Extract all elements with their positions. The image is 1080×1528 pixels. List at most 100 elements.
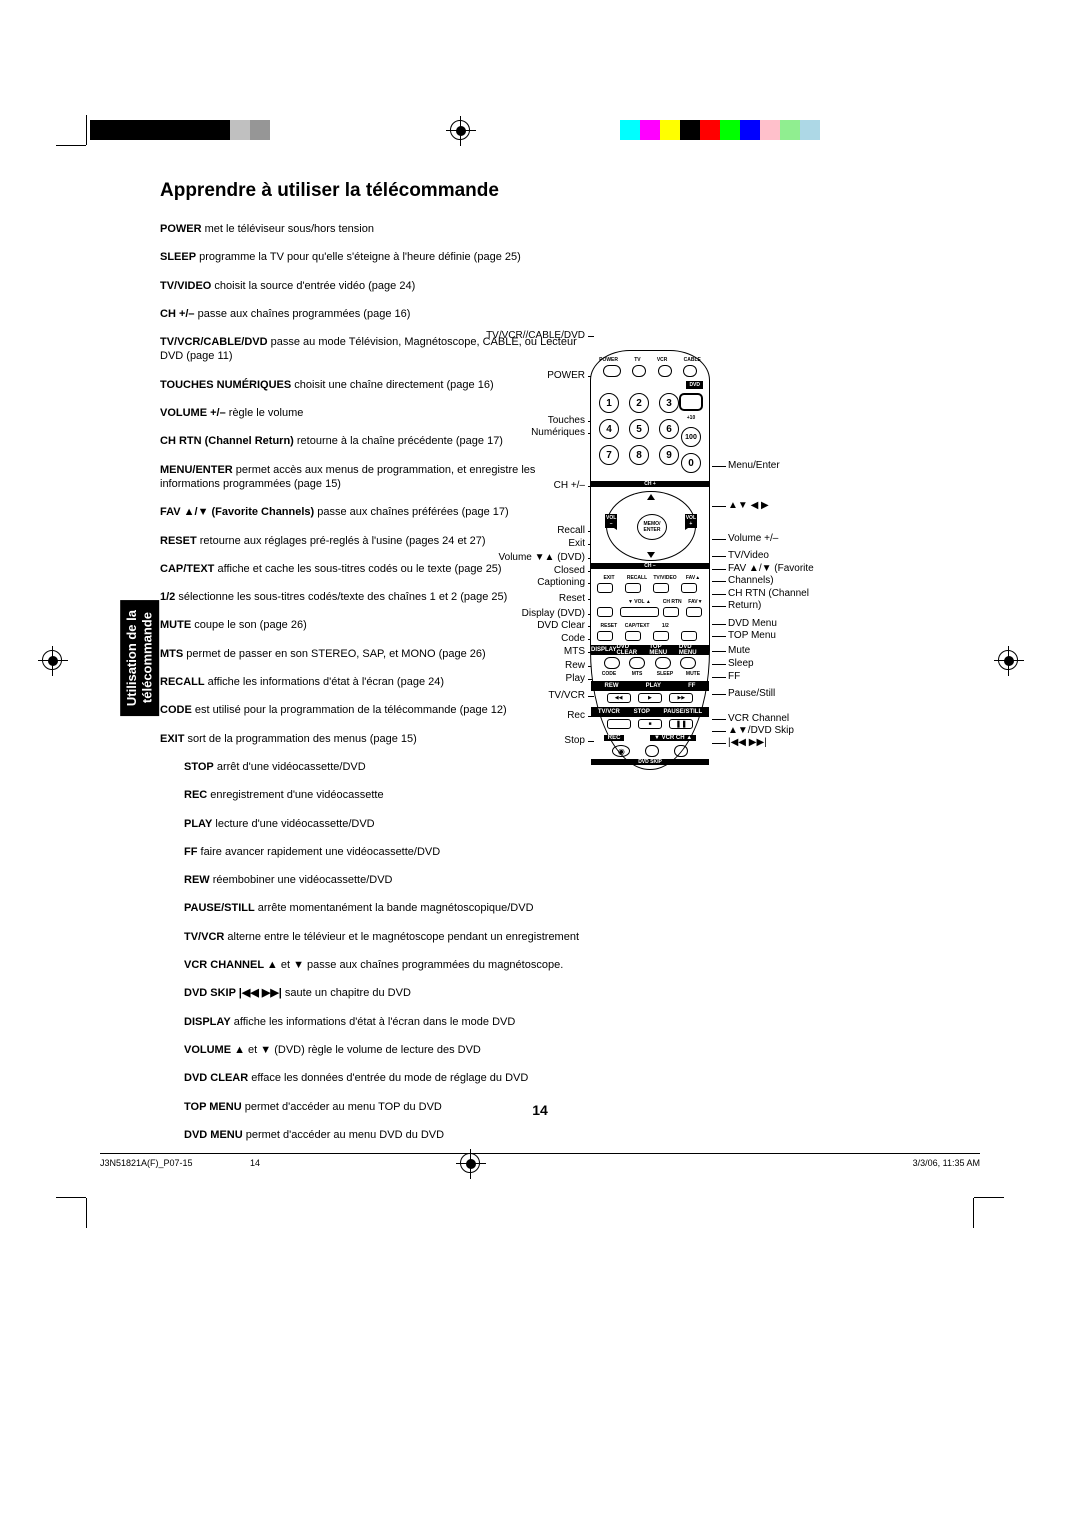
vol-minus-label: VOL – bbox=[605, 514, 617, 528]
remote-label-left: Numériques bbox=[531, 427, 585, 438]
remote-label-left: Display (DVD) bbox=[522, 608, 585, 619]
remote-label-left: TV/VCR//CABLE/DVD bbox=[486, 330, 585, 341]
sub-desc-item: PAUSE/STILL arrête momentanément la band… bbox=[184, 901, 920, 915]
sub-desc-item: REC enregistrement d'une vidéocassette bbox=[184, 788, 920, 802]
remote-label-right: CH RTN (Channel bbox=[728, 588, 809, 599]
side-tab: Utilisation de la télécommande bbox=[120, 600, 159, 716]
remote-label-right: Sleep bbox=[728, 658, 754, 669]
sub-desc-item: PLAY lecture d'une vidéocassette/DVD bbox=[184, 817, 920, 831]
sub-desc-item: DVD SKIP |◀◀ ▶▶| saute un chapitre du DV… bbox=[184, 986, 920, 1000]
band-3: TV/VCRSTOPPAUSE/STILL bbox=[591, 707, 709, 717]
remote-outline: POWER TV VCR CABLE DVD 123456789 +10 100… bbox=[590, 350, 710, 770]
remote-label-left: Stop bbox=[564, 735, 585, 746]
remote-diagram: TV/VCR//CABLE/DVDPOWERTouchesNumériquesC… bbox=[490, 330, 920, 780]
remote-label-right: FAV ▲/▼ (Favorite bbox=[728, 563, 814, 574]
remote-label-right: ▲▼ ◀ ▶ bbox=[728, 500, 769, 511]
registration-mark bbox=[450, 120, 470, 140]
remote-label-left: Closed bbox=[554, 565, 585, 576]
tv-button bbox=[632, 365, 646, 377]
desc-item: TV/VIDEO choisit la source d'entrée vidé… bbox=[160, 279, 580, 293]
footer-right: 3/3/06, 11:35 AM bbox=[913, 1158, 980, 1168]
desc-item: SLEEP programme la TV pour qu'elle s'éte… bbox=[160, 250, 580, 264]
page-title: Apprendre à utiliser la télécommande bbox=[160, 180, 920, 202]
keypad-1: 1 bbox=[599, 393, 619, 413]
keypad-5: 5 bbox=[629, 419, 649, 439]
dvd-label: DVD bbox=[686, 381, 703, 389]
footer-mid: 14 bbox=[250, 1158, 260, 1168]
remote-label-right: Mute bbox=[728, 645, 750, 656]
crop-mark bbox=[86, 1198, 87, 1228]
keypad-6: 6 bbox=[659, 419, 679, 439]
desc-item: CH +/– passe aux chaînes programmées (pa… bbox=[160, 307, 580, 321]
footer-left: J3N51821A(F)_P07-15 bbox=[100, 1158, 193, 1168]
remote-label-left: Recall bbox=[557, 525, 585, 536]
keypad-3: 3 bbox=[659, 393, 679, 413]
keypad-2: 2 bbox=[629, 393, 649, 413]
crop-mark bbox=[56, 1197, 86, 1198]
remote-label-right: Return) bbox=[728, 600, 761, 611]
vol-plus-label: VOL + bbox=[685, 514, 697, 528]
sub-desc-item: FF faire avancer rapidement une vidéocas… bbox=[184, 845, 920, 859]
band-1: DISPLAYDVD CLEARTOP MENUDVD MENU bbox=[591, 645, 709, 655]
remote-label-left: POWER bbox=[547, 370, 585, 381]
remote-label-right: Menu/Enter bbox=[728, 460, 780, 471]
dpad-down-icon bbox=[647, 552, 655, 558]
band-4: REC▼ VCR CH ▲ bbox=[591, 733, 709, 743]
remote-label-right: TV/Video bbox=[728, 550, 769, 561]
key-100: 100 bbox=[681, 427, 701, 447]
keypad-8: 8 bbox=[629, 445, 649, 465]
dpad: MEMO/ ENTER VOL – VOL + bbox=[606, 491, 696, 561]
sub-desc-item: TV/VCR alterne entre le télévieur et le … bbox=[184, 930, 920, 944]
remote-label-right: |◀◀ ▶▶| bbox=[728, 737, 767, 748]
sub-descriptions: STOP arrêt d'une vidéocassette/DVDREC en… bbox=[184, 760, 920, 1142]
button-row-1: EXIT RECALL TV/VIDEO FAV▲ bbox=[597, 575, 705, 593]
remote-label-left: Captioning bbox=[537, 577, 585, 588]
crop-mark bbox=[86, 115, 87, 145]
dvd-button bbox=[679, 393, 703, 411]
crop-mark bbox=[56, 145, 86, 146]
colorbar-left bbox=[90, 120, 310, 140]
page-number: 14 bbox=[0, 1102, 1080, 1118]
remote-label-left: Rec bbox=[567, 710, 585, 721]
sub-desc-item: DVD CLEAR efface les données d'entrée du… bbox=[184, 1071, 920, 1085]
side-tab-line2: télécommande bbox=[140, 613, 155, 704]
remote-label-left: DVD Clear bbox=[537, 620, 585, 631]
sub-desc-item: REW réembobiner une vidéocassette/DVD bbox=[184, 873, 920, 887]
registration-mark bbox=[998, 650, 1018, 670]
sub-desc-item: DVD MENU permet d'accéder au menu DVD du… bbox=[184, 1128, 920, 1142]
remote-label-left: CH +/– bbox=[554, 480, 585, 491]
remote-label-left: Volume ▼▲ (DVD) bbox=[499, 552, 585, 563]
remote-top-labels: POWER TV VCR CABLE bbox=[591, 357, 709, 363]
remote-label-left: Rew bbox=[565, 660, 585, 671]
footer: J3N51821A(F)_P07-15 14 3/3/06, 11:35 AM bbox=[100, 1153, 980, 1168]
side-tab-line1: Utilisation de la bbox=[124, 610, 139, 706]
keypad-9: 9 bbox=[659, 445, 679, 465]
band-2: REWPLAYFF bbox=[591, 681, 709, 691]
button-row-4: CODE MTS SLEEP MUTE bbox=[597, 671, 705, 677]
key-0: 0 bbox=[681, 453, 701, 473]
keypad-4: 4 bbox=[599, 419, 619, 439]
colorbar-right bbox=[620, 120, 840, 140]
remote-label-right: Channels) bbox=[728, 575, 774, 586]
crop-mark bbox=[974, 1197, 1004, 1198]
remote-label-right: ▲▼/DVD Skip bbox=[728, 725, 794, 736]
button-row-3: RESET CAP/TEXT 1/2 bbox=[597, 623, 705, 641]
remote-label-left: Play bbox=[566, 673, 585, 684]
remote-label-right: TOP Menu bbox=[728, 630, 776, 641]
ch-minus-label: CH – bbox=[591, 563, 709, 569]
remote-label-right: Pause/Still bbox=[728, 688, 775, 699]
power-button bbox=[603, 365, 621, 377]
remote-label-right: VCR Channel bbox=[728, 713, 789, 724]
button-row-2: ▼ VOL ▲ CH RTN FAV▼ bbox=[597, 599, 705, 617]
registration-mark bbox=[42, 650, 62, 670]
remote-label-left: TV/VCR bbox=[548, 690, 585, 701]
desc-item: POWER met le téléviseur sous/hors tensio… bbox=[160, 222, 580, 236]
remote-label-left: Reset bbox=[559, 593, 585, 604]
dpad-center: MEMO/ ENTER bbox=[637, 514, 667, 540]
sub-desc-item: VCR CHANNEL ▲ et ▼ passe aux chaînes pro… bbox=[184, 958, 920, 972]
dvd-skip-label: DVD SKIP bbox=[591, 759, 709, 765]
remote-label-right: DVD Menu bbox=[728, 618, 777, 629]
cable-button bbox=[683, 365, 697, 377]
sub-desc-item: VOLUME ▲ et ▼ (DVD) règle le volume de l… bbox=[184, 1043, 920, 1057]
dpad-up-icon bbox=[647, 494, 655, 500]
